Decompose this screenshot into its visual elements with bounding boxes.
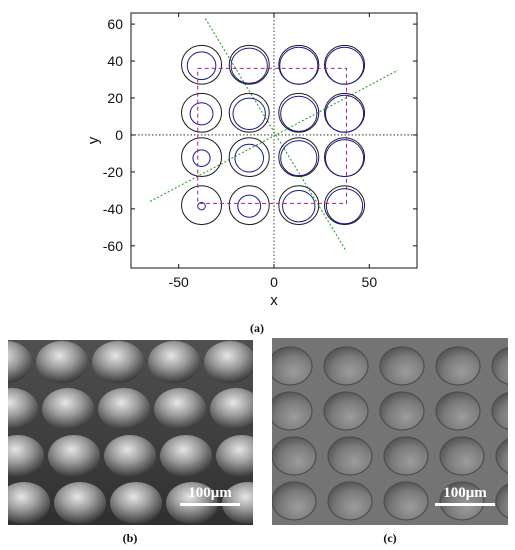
concave-lens	[383, 481, 429, 521]
panel-c-label: (c)	[383, 531, 397, 545]
concave-lens	[383, 436, 429, 476]
y-tick-label: -40	[103, 201, 123, 217]
scale-bar-b: 100μm	[180, 485, 240, 506]
convex-lens	[8, 388, 38, 430]
outer-circle	[228, 92, 270, 133]
y-tick-label: 40	[107, 53, 123, 69]
concave-lens	[379, 346, 425, 386]
concave-lens	[323, 391, 369, 431]
convex-lens	[98, 388, 150, 430]
convex-lens	[148, 341, 200, 383]
x-tick-label: 0	[270, 274, 278, 290]
x-tick-label: -50	[169, 274, 189, 290]
concave-lens	[435, 391, 481, 431]
inner-circle	[237, 194, 262, 218]
convex-lens	[210, 388, 253, 430]
scale-bar-b-label: 100μm	[188, 485, 232, 501]
inner-circle	[324, 46, 365, 85]
scale-bar-c: 100μm	[435, 485, 495, 506]
convex-microlens-pattern	[8, 340, 253, 525]
concave-lens	[327, 481, 373, 521]
inner-circle	[325, 188, 364, 225]
inner-circle	[186, 51, 217, 81]
concave-lens	[495, 438, 508, 474]
concave-lens	[495, 483, 508, 519]
convex-lens	[92, 341, 144, 383]
y-tick-label: -20	[103, 164, 123, 180]
dashed-rectangle	[197, 67, 347, 204]
panel-b-caption: (b)	[123, 531, 138, 546]
concave-lens	[491, 347, 508, 385]
outer-circle	[181, 44, 223, 85]
inner-circle	[232, 97, 266, 130]
concave-lens	[439, 481, 485, 521]
panel-c-caption: (c)	[383, 531, 396, 546]
outer-circle	[278, 137, 320, 178]
x-axis-label: x	[270, 292, 278, 309]
sem-image-concave-microlenses: 100μm	[272, 338, 508, 525]
y-tick-label: -60	[103, 238, 123, 254]
convex-lens	[110, 482, 162, 524]
x-tick-label: 50	[362, 274, 378, 290]
outer-circle	[181, 92, 223, 133]
outer-circle	[278, 185, 320, 226]
convex-lens	[36, 341, 88, 383]
outer-circle	[228, 185, 270, 226]
outer-circle	[228, 44, 270, 85]
convex-lens	[54, 482, 106, 524]
inner-circle	[324, 94, 365, 133]
lens-array-plot: -50 0 50 60 40 20 0 -20 -40 -60 x y	[85, 12, 418, 309]
inner-circle	[280, 95, 318, 132]
concave-lens	[272, 391, 313, 431]
sem-image-convex-microlenses: 100μm	[8, 340, 253, 525]
inner-circle	[324, 139, 365, 178]
concave-lens	[272, 481, 317, 521]
convex-lens	[48, 435, 100, 477]
inner-circle	[192, 149, 211, 167]
y-tick-label: 20	[107, 90, 123, 106]
convex-lens	[104, 435, 156, 477]
y-axis-label: y	[85, 136, 102, 144]
inner-circle	[197, 201, 206, 211]
concave-lens	[439, 436, 485, 476]
concave-lens	[435, 346, 481, 386]
concave-lens	[379, 391, 425, 431]
y-tick-label: 0	[115, 127, 123, 143]
convex-lens	[154, 388, 206, 430]
inner-circle	[189, 102, 214, 126]
outer-circle	[181, 137, 223, 178]
inner-circle	[230, 47, 268, 84]
convex-lens	[42, 388, 94, 430]
y-tick-label: 60	[107, 16, 123, 32]
inner-circle	[234, 143, 265, 173]
convex-lens	[160, 435, 212, 477]
concave-lens	[323, 346, 369, 386]
panel-a-label: (a)	[250, 321, 264, 335]
inner-circle	[279, 46, 319, 85]
convex-lens	[8, 341, 32, 383]
concave-microlens-pattern	[272, 338, 508, 525]
convex-lens	[216, 435, 253, 477]
green-dotted-line-2	[204, 18, 347, 252]
outer-circle	[324, 185, 366, 226]
panel-b-label: (b)	[122, 531, 138, 545]
inner-circle	[280, 140, 318, 177]
green-dotted-line-1	[149, 69, 399, 202]
scale-bar-c-label: 100μm	[443, 485, 487, 501]
outer-circle	[228, 137, 270, 178]
convex-lens	[8, 482, 50, 524]
outer-circle	[181, 185, 223, 226]
convex-lens	[204, 341, 253, 383]
concave-lens	[272, 436, 317, 476]
panel-a-caption: (a)	[250, 321, 264, 336]
convex-lens	[8, 435, 44, 477]
plot-marks	[131, 13, 417, 268]
axis-ticks: -50 0 50 60 40 20 0 -20 -40 -60	[103, 13, 417, 290]
outer-circle	[278, 92, 320, 133]
concave-lens	[327, 436, 373, 476]
inner-circle	[282, 189, 316, 223]
concave-lens	[491, 392, 508, 430]
concave-lens	[272, 346, 313, 386]
